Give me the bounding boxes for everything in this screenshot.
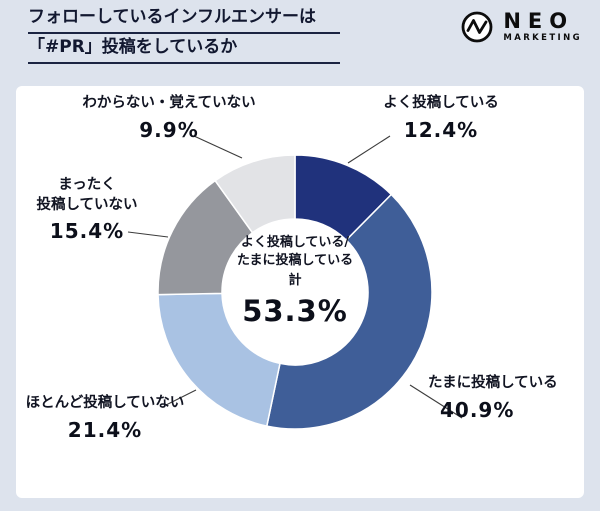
- center-label-line1: よく投稿している/: [240, 235, 350, 250]
- callout-tamani-toukou: たまに投稿している 40.9%: [428, 374, 588, 422]
- center-label-line2: たまに投稿している: [236, 253, 354, 269]
- page-title-line-1: フォローしているインフルエンサーは: [28, 6, 340, 34]
- donut-center-label: よく投稿している/ たまに投稿している 計 53.3%: [205, 234, 385, 328]
- logo-text: NEO MARKETING: [503, 11, 582, 43]
- leader-line-hotondo: [165, 389, 197, 406]
- logo-name: NEO: [503, 9, 575, 34]
- callout-yoku-toukou: よく投稿している 12.4%: [361, 94, 521, 142]
- callout-percent: 12.4%: [403, 117, 479, 142]
- center-label-total-word: 計: [288, 273, 302, 289]
- leader-lines: [127, 135, 463, 419]
- donut-segment: [265, 193, 433, 430]
- callout-label-line1: まったく: [58, 177, 116, 193]
- center-label-total-value: 53.3%: [242, 293, 348, 328]
- callout-label: ほとんど投稿していない: [25, 395, 185, 411]
- donut-segment: [157, 292, 281, 427]
- callout-percent: 40.9%: [440, 397, 515, 422]
- donut-slices: [157, 154, 433, 430]
- callout-label: よく投稿している: [383, 95, 499, 111]
- leader-line-tamani: [409, 384, 463, 419]
- neo-marketing-logo: NEO MARKETING: [460, 10, 582, 44]
- callout-mattaku-toukou-shiteinai: まったく 投稿していない 15.4%: [22, 176, 152, 243]
- callout-percent: 21.4%: [67, 417, 143, 442]
- callout-label-line2: 投稿していない: [36, 196, 138, 213]
- pulse-circle-icon: [461, 11, 493, 43]
- donut-chart: [127, 135, 463, 430]
- callout-wakaranai: わからない・覚えていない 9.9%: [74, 94, 264, 142]
- callout-label: たまに投稿している: [428, 375, 558, 391]
- leader-line-yoku: [347, 135, 391, 164]
- donut-segment: [214, 154, 296, 234]
- callout-hotondo-toukou-shiteinai: ほとんど投稿していない 21.4%: [16, 394, 194, 442]
- page-title: フォローしているインフルエンサーは 「#PR」投稿をしているか: [28, 6, 340, 66]
- callout-percent: 9.9%: [139, 117, 199, 142]
- callout-percent: 15.4%: [49, 219, 125, 244]
- logo-subtitle: MARKETING: [503, 33, 582, 44]
- page-title-line-2: 「#PR」投稿をしているか: [28, 36, 340, 64]
- chart-panel: よく投稿している/ たまに投稿している 計 53.3% よく投稿している 12.…: [16, 86, 584, 498]
- leader-line-wakaranai: [193, 135, 243, 159]
- leader-line-mattaku: [127, 231, 169, 238]
- callout-label: わからない・覚えていない: [82, 95, 256, 111]
